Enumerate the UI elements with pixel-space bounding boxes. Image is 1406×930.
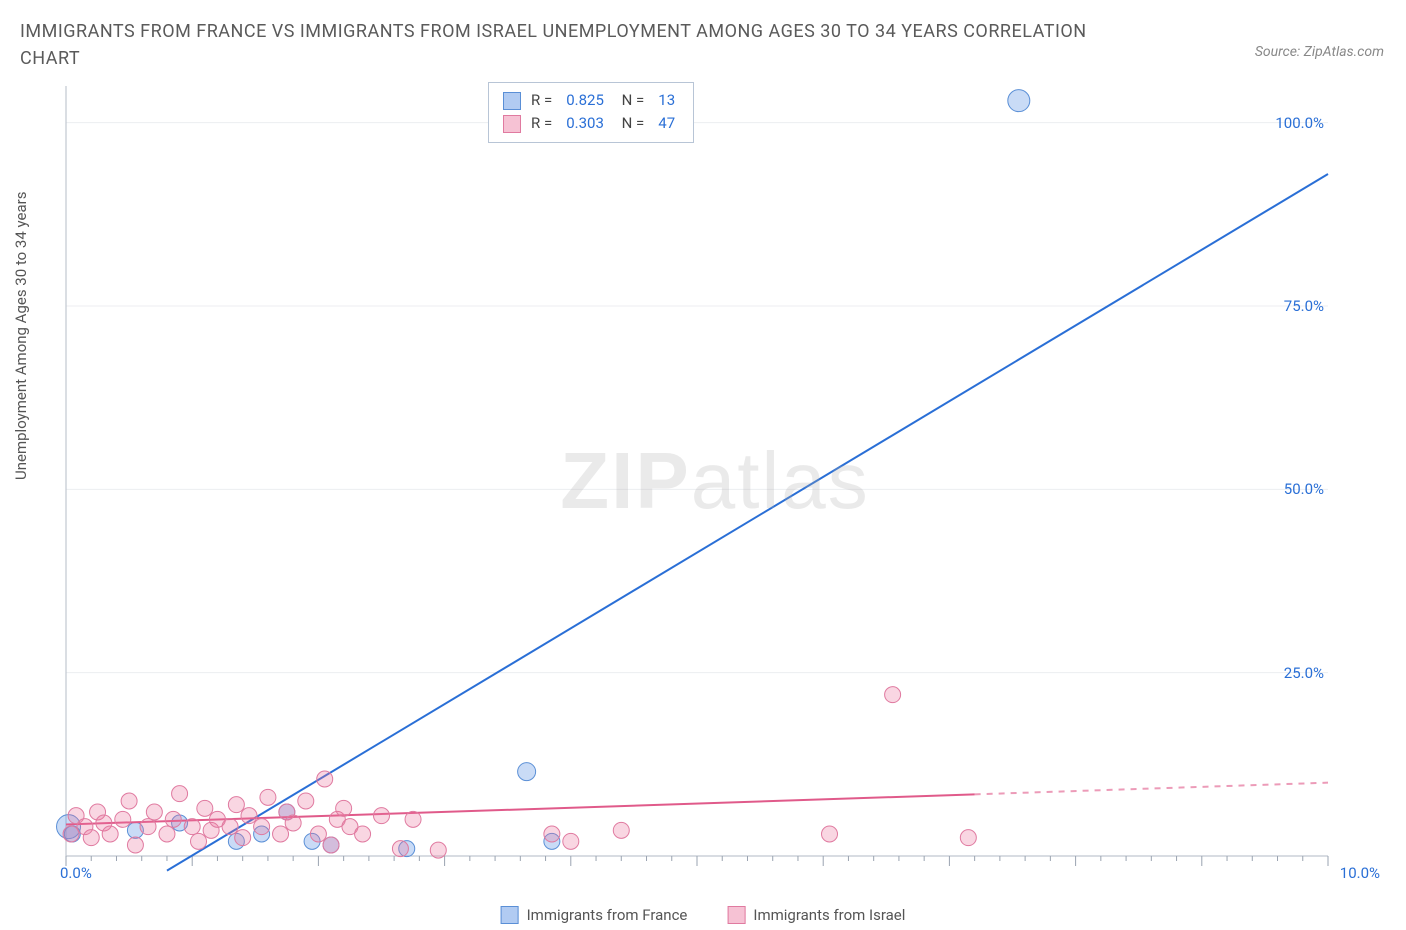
y-tick-labels: 25.0% 50.0% 75.0% 100.0%	[50, 82, 1328, 880]
y-tick-label: 75.0%	[1284, 297, 1324, 315]
chart-title: IMMIGRANTS FROM FRANCE VS IMMIGRANTS FRO…	[20, 18, 1120, 72]
legend-label-israel: Immigrants from Israel	[753, 906, 905, 924]
y-tick-label: 100.0%	[1275, 114, 1324, 132]
y-axis-label: Unemployment Among Ages 30 to 34 years	[12, 192, 30, 480]
swatch-france	[501, 906, 519, 924]
chart-source: Source: ZipAtlas.com	[1255, 44, 1384, 60]
legend-item-france: Immigrants from France	[501, 906, 688, 924]
swatch-israel	[727, 906, 745, 924]
chart-container: ZIPatlas R = 0.825 N = 13 R = 0.303 N = …	[50, 82, 1380, 880]
x-tick-max: 10.0%	[1340, 864, 1380, 882]
legend-label-france: Immigrants from France	[527, 906, 688, 924]
x-tick-min: 0.0%	[60, 864, 92, 882]
y-tick-label: 25.0%	[1284, 664, 1324, 682]
legend: Immigrants from France Immigrants from I…	[501, 906, 906, 924]
y-tick-label: 50.0%	[1284, 480, 1324, 498]
legend-item-israel: Immigrants from Israel	[727, 906, 905, 924]
